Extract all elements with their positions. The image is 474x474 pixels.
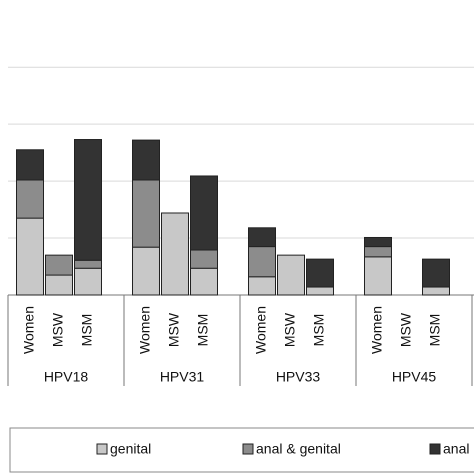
bar-segment (74, 139, 102, 261)
bar-segment (45, 254, 73, 276)
bar-segment (364, 236, 392, 248)
x-tick-label: Women (253, 306, 269, 354)
bar-segment (45, 274, 73, 296)
bar-segment (132, 246, 160, 296)
bar-segment (16, 217, 44, 296)
bar-segment (161, 212, 189, 296)
x-tick-label: MSM (311, 314, 327, 347)
bar-segment (74, 267, 102, 296)
bar-segment (248, 246, 276, 278)
group-label: HPV18 (44, 369, 89, 385)
group-label: HPV33 (276, 369, 321, 385)
bar-segment (277, 254, 305, 296)
x-tick-label: MSM (195, 314, 211, 347)
x-tick-label: Women (137, 306, 153, 354)
x-tick-label: MSW (282, 312, 298, 347)
bar-segment (16, 179, 44, 219)
x-tick-label: Women (369, 306, 385, 354)
bar-segment (364, 246, 392, 258)
bar-segment (422, 286, 450, 296)
bar-segment (248, 227, 276, 248)
x-tick-label: MSW (398, 312, 414, 347)
bar-segment (132, 139, 160, 181)
legend-swatch (429, 443, 441, 455)
bar-segment (132, 179, 160, 248)
bar-segment (422, 258, 450, 288)
bar-segment (364, 256, 392, 296)
bar-segment (306, 258, 334, 288)
bar-segment (16, 149, 44, 181)
x-tick-label: Women (21, 306, 37, 354)
bar-segment (190, 175, 218, 251)
legend-swatch (96, 443, 108, 455)
bar-segment (190, 267, 218, 296)
x-tick-label: MSW (166, 312, 182, 347)
legend-box (9, 427, 474, 473)
group-label: HPV31 (160, 369, 205, 385)
legend-label: anal (443, 441, 469, 457)
bar-segment (74, 259, 102, 269)
bar-segment (190, 249, 218, 269)
group-label: HPV45 (392, 369, 437, 385)
legend-label: anal & genital (256, 441, 341, 457)
x-tick-label: MSM (427, 314, 443, 347)
x-tick-label: MSW (50, 312, 66, 347)
bar-segment (248, 276, 276, 296)
bar-segment (306, 286, 334, 296)
legend-swatch (242, 443, 254, 455)
legend-label: genital (110, 441, 151, 457)
x-tick-label: MSM (79, 314, 95, 347)
